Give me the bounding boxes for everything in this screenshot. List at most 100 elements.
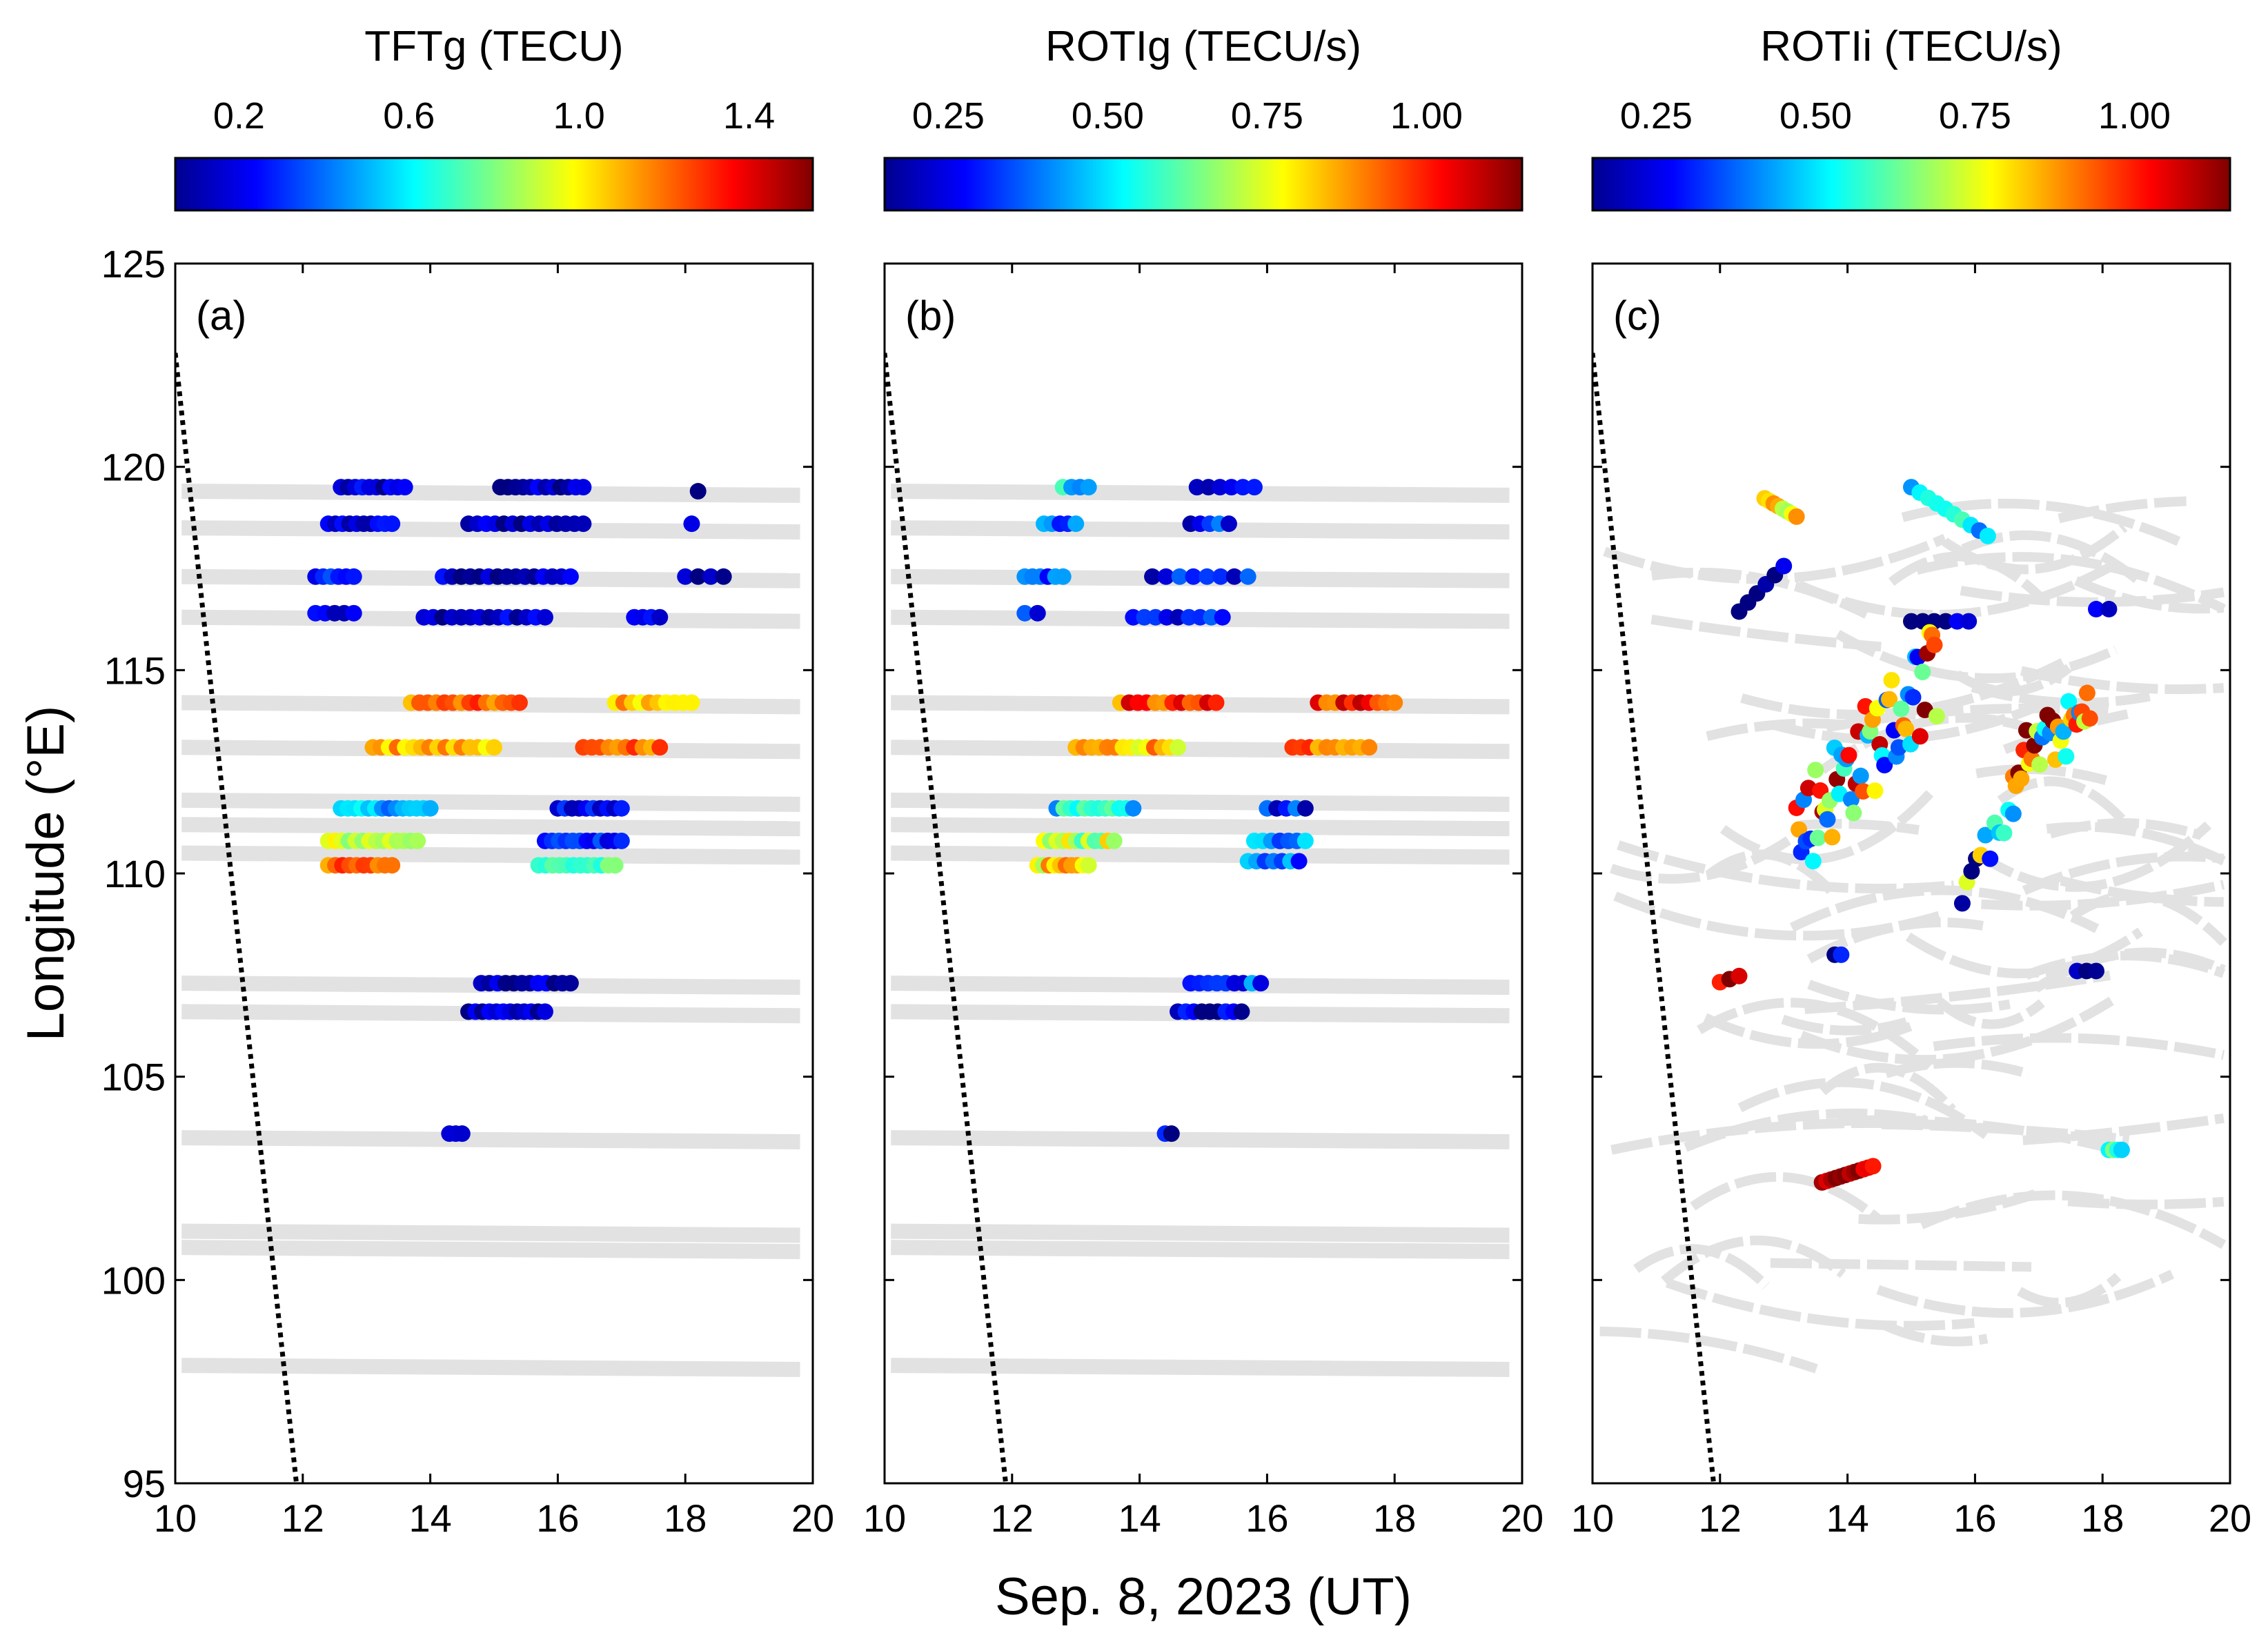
gray-track: [1690, 1172, 1881, 1223]
data-point: [2087, 962, 2104, 980]
gray-track: [181, 792, 800, 812]
panel-c: 10 12 14 16 18 20 (c): [1571, 262, 2251, 1540]
y-axis-label: Longitude (°E): [17, 706, 75, 1042]
data-point: [1864, 1158, 1882, 1175]
y-tick-label: 115: [104, 649, 166, 692]
panel-b-ticks: 10 12 14 16 18 20: [863, 262, 1544, 1540]
data-point: [1949, 613, 1966, 630]
panel-b-terminator: [885, 353, 1009, 1483]
gray-track: [1651, 567, 1869, 619]
data-point: [1979, 527, 1996, 544]
colorbar-tick-label: 0.75: [1939, 95, 2011, 137]
data-point: [1914, 664, 1931, 681]
gray-track: [1706, 849, 1837, 897]
data-point: [1212, 479, 1229, 496]
data-point: [2087, 600, 2104, 617]
data-point: [1824, 829, 1841, 846]
data-point: [613, 832, 630, 849]
x-tick-label: 16: [536, 1496, 579, 1540]
gray-track: [2060, 875, 2224, 907]
gray-track: [181, 1223, 800, 1243]
gray-track: [1737, 1077, 1989, 1139]
data-point: [1775, 557, 1793, 575]
data-point: [562, 975, 579, 992]
colorbar-b-gradient: [883, 157, 1523, 212]
data-point: [1361, 739, 1378, 756]
gray-track: [1770, 1258, 2032, 1272]
gray-track: [2022, 851, 2225, 895]
panel-a-frame: [174, 262, 814, 1485]
data-point: [511, 694, 528, 711]
data-point: [1200, 479, 1217, 496]
data-point: [1926, 636, 1943, 653]
panel-c-gray-tracks: [1599, 496, 2227, 1374]
data-point: [689, 483, 707, 500]
gray-track: [2024, 951, 2226, 980]
data-point: [1212, 568, 1230, 585]
x-tick-label: 20: [1501, 1496, 1544, 1540]
data-point: [613, 800, 630, 817]
x-tick-label: 12: [991, 1496, 1034, 1540]
gray-track: [1884, 1058, 2031, 1079]
colorbar-tick-label: 1.4: [723, 95, 775, 137]
data-point: [2058, 748, 2075, 765]
gray-track: [1933, 1033, 2225, 1060]
data-point: [683, 515, 700, 533]
data-point: [683, 694, 700, 711]
gray-track: [1807, 980, 2011, 1015]
data-point: [1866, 782, 1884, 800]
gray-track: [2046, 822, 2226, 866]
x-tick-label: 18: [1373, 1496, 1416, 1540]
data-point: [453, 1125, 471, 1142]
gray-track: [2058, 496, 2187, 524]
gray-track: [891, 1240, 1510, 1260]
gray-track: [1610, 836, 1792, 884]
gray-track: [1919, 1190, 2227, 1249]
y-tick-label: 100: [101, 1258, 166, 1302]
data-point: [715, 568, 732, 585]
data-point: [1296, 832, 1314, 849]
gray-track: [891, 1358, 1510, 1377]
panel-b-gray-tracks: [891, 484, 1510, 1377]
data-point: [1911, 728, 1929, 745]
data-point: [2060, 693, 2078, 710]
gray-track: [181, 817, 800, 837]
y-tick-label: 120: [101, 446, 166, 489]
colorbar-tick-label: 1.0: [553, 95, 605, 137]
panel-a-label: (a): [196, 293, 246, 339]
x-tick-label: 16: [1245, 1496, 1288, 1540]
x-tick-label: 12: [282, 1496, 324, 1540]
data-point: [1876, 756, 1893, 773]
data-point: [1855, 783, 1872, 800]
terminator-line: [175, 353, 299, 1483]
colorbar-tick-label: 0.50: [1779, 95, 1852, 137]
data-point: [1893, 700, 1910, 717]
x-tick-label: 14: [1826, 1496, 1868, 1540]
data-point: [1963, 862, 1980, 880]
data-point: [1207, 694, 1225, 711]
data-point: [1171, 568, 1188, 585]
data-point: [562, 568, 579, 585]
x-tick-label: 14: [408, 1496, 451, 1540]
gray-track: [1799, 996, 2114, 1065]
gray-track: [181, 1130, 800, 1149]
data-point: [1144, 568, 1161, 585]
data-point: [536, 1003, 553, 1020]
data-point: [1067, 515, 1085, 533]
data-point: [1296, 800, 1314, 817]
gray-track: [891, 740, 1510, 760]
data-point: [1788, 508, 1805, 525]
data-point: [1080, 857, 1097, 874]
data-point: [1016, 604, 1034, 622]
data-point: [1840, 746, 1857, 764]
data-point: [345, 604, 362, 622]
data-point: [2004, 805, 2022, 822]
data-point: [1080, 479, 1097, 496]
data-point: [607, 857, 624, 874]
data-point: [677, 568, 694, 585]
x-tick-label: 18: [2081, 1496, 2124, 1540]
colorbar-a-gradient: [174, 157, 814, 212]
panel-a: 10 12 14 16 18 20 95 100 105 110 115 120 125 (a): [101, 242, 835, 1540]
gray-track: [1883, 1320, 1989, 1347]
x-axis-label: Sep. 8, 2023 (UT): [995, 1567, 1412, 1626]
